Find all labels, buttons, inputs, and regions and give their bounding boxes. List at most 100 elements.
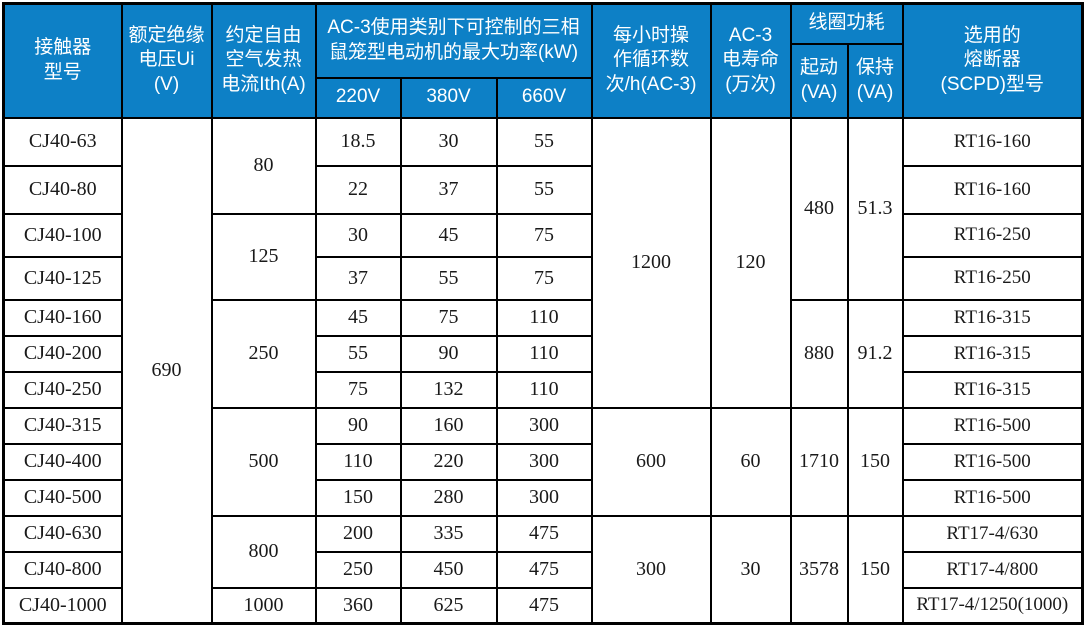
ui-voltage-cell: 690 bbox=[120, 116, 213, 625]
ith-cell: 1000 bbox=[210, 586, 317, 625]
fuse-cell: RT16-315 bbox=[901, 298, 1084, 337]
power-220v-cell: 45 bbox=[314, 298, 402, 337]
power-380v-cell: 160 bbox=[399, 406, 498, 445]
header-coil-consumption-group: 线圈功耗 bbox=[789, 2, 904, 45]
power-220v-cell: 250 bbox=[314, 550, 402, 589]
table-row: CJ40-63 690 80 18.5 30 55 1200 120 480 5… bbox=[2, 116, 1084, 625]
table-row: CJ40-250 75 132 110 RT16-315 bbox=[2, 370, 1084, 409]
life-cell: 60 bbox=[709, 406, 792, 517]
model-cell: CJ40-80 bbox=[2, 164, 123, 215]
power-660v-cell: 110 bbox=[495, 370, 593, 409]
power-220v-cell: 150 bbox=[314, 478, 402, 517]
life-cell: 30 bbox=[709, 514, 792, 625]
table-row: CJ40-80 22 37 55 RT16-160 bbox=[2, 164, 1084, 215]
header-thermal-current: 约定自由 空气发热 电流Ith(A) bbox=[210, 2, 317, 119]
fuse-cell: RT17-4/630 bbox=[901, 514, 1084, 553]
table-row: CJ40-630 800 200 335 475 300 30 3578 150… bbox=[2, 514, 1084, 625]
power-660v-cell: 110 bbox=[495, 298, 593, 337]
fuse-cell: RT17-4/1250(1000) bbox=[901, 586, 1084, 625]
model-cell: CJ40-800 bbox=[2, 550, 123, 589]
fuse-cell: RT16-250 bbox=[901, 212, 1084, 258]
coil-start-cell: 480 bbox=[789, 116, 849, 301]
power-220v-cell: 90 bbox=[314, 406, 402, 445]
coil-hold-cell: 51.3 bbox=[846, 116, 904, 301]
power-380v-cell: 90 bbox=[399, 334, 498, 373]
coil-hold-cell: 91.2 bbox=[846, 298, 904, 409]
power-380v-cell: 45 bbox=[399, 212, 498, 258]
table-row: CJ40-1000 1000 360 625 475 RT17-4/1250(1… bbox=[2, 586, 1084, 625]
header-insulation-voltage: 额定绝缘 电压Ui (V) bbox=[120, 2, 213, 119]
header-coil-hold: 保持 (VA) bbox=[846, 42, 904, 119]
model-cell: CJ40-63 bbox=[2, 116, 123, 167]
fuse-cell: RT16-315 bbox=[901, 334, 1084, 373]
header-coil-start: 起动 (VA) bbox=[789, 42, 849, 119]
fuse-cell: RT16-160 bbox=[901, 164, 1084, 215]
power-660v-cell: 475 bbox=[495, 586, 593, 625]
model-cell: CJ40-250 bbox=[2, 370, 123, 409]
header-fuse-type: 选用的 熔断器 (SCPD)型号 bbox=[901, 2, 1084, 119]
power-380v-cell: 132 bbox=[399, 370, 498, 409]
power-380v-cell: 37 bbox=[399, 164, 498, 215]
power-220v-cell: 22 bbox=[314, 164, 402, 215]
model-cell: CJ40-160 bbox=[2, 298, 123, 337]
power-380v-cell: 75 bbox=[399, 298, 498, 337]
model-cell: CJ40-500 bbox=[2, 478, 123, 517]
table-row: CJ40-125 37 55 75 RT16-250 bbox=[2, 255, 1084, 301]
model-cell: CJ40-1000 bbox=[2, 586, 123, 625]
power-660v-cell: 55 bbox=[495, 116, 593, 167]
header-max-power-group: AC-3使用类别下可控制的三相 鼠笼型电动机的最大功率(kW) bbox=[314, 2, 593, 79]
header-operating-cycles: 每小时操 作循环数 次/h(AC-3) bbox=[590, 2, 712, 119]
power-380v-cell: 335 bbox=[399, 514, 498, 553]
power-660v-cell: 475 bbox=[495, 550, 593, 589]
power-220v-cell: 55 bbox=[314, 334, 402, 373]
table-body: CJ40-63 690 80 18.5 30 55 1200 120 480 5… bbox=[2, 116, 1084, 625]
header-electrical-life: AC-3 电寿命 (万次) bbox=[709, 2, 792, 119]
power-380v-cell: 625 bbox=[399, 586, 498, 625]
power-660v-cell: 110 bbox=[495, 334, 593, 373]
model-cell: CJ40-400 bbox=[2, 442, 123, 481]
table-row: CJ40-200 55 90 110 RT16-315 bbox=[2, 334, 1084, 373]
power-220v-cell: 200 bbox=[314, 514, 402, 553]
ith-cell: 800 bbox=[210, 514, 317, 589]
life-cell: 120 bbox=[709, 116, 792, 409]
table-row: CJ40-400 110 220 300 RT16-500 bbox=[2, 442, 1084, 481]
power-660v-cell: 75 bbox=[495, 212, 593, 258]
fuse-cell: RT16-315 bbox=[901, 370, 1084, 409]
power-660v-cell: 300 bbox=[495, 442, 593, 481]
power-660v-cell: 300 bbox=[495, 478, 593, 517]
power-220v-cell: 360 bbox=[314, 586, 402, 625]
power-380v-cell: 220 bbox=[399, 442, 498, 481]
model-cell: CJ40-125 bbox=[2, 255, 123, 301]
model-cell: CJ40-100 bbox=[2, 212, 123, 258]
power-220v-cell: 110 bbox=[314, 442, 402, 481]
power-660v-cell: 475 bbox=[495, 514, 593, 553]
power-380v-cell: 55 bbox=[399, 255, 498, 301]
power-220v-cell: 18.5 bbox=[314, 116, 402, 167]
table-row: CJ40-500 150 280 300 RT16-500 bbox=[2, 478, 1084, 517]
fuse-cell: RT16-500 bbox=[901, 442, 1084, 481]
power-380v-cell: 450 bbox=[399, 550, 498, 589]
ith-cell: 80 bbox=[210, 116, 317, 215]
fuse-cell: RT16-160 bbox=[901, 116, 1084, 167]
model-cell: CJ40-200 bbox=[2, 334, 123, 373]
coil-hold-cell: 150 bbox=[846, 514, 904, 625]
header-660v: 660V bbox=[495, 76, 593, 119]
fuse-cell: RT16-250 bbox=[901, 255, 1084, 301]
power-380v-cell: 280 bbox=[399, 478, 498, 517]
table-row: CJ40-100 125 30 45 75 RT16-250 bbox=[2, 212, 1084, 301]
ops-cycles-cell: 300 bbox=[590, 514, 712, 625]
ith-cell: 125 bbox=[210, 212, 317, 301]
ops-cycles-cell: 600 bbox=[590, 406, 712, 517]
coil-start-cell: 3578 bbox=[789, 514, 849, 625]
ops-cycles-cell: 1200 bbox=[590, 116, 712, 409]
coil-start-cell: 1710 bbox=[789, 406, 849, 517]
power-220v-cell: 75 bbox=[314, 370, 402, 409]
coil-hold-cell: 150 bbox=[846, 406, 904, 517]
model-cell: CJ40-315 bbox=[2, 406, 123, 445]
coil-start-cell: 880 bbox=[789, 298, 849, 409]
fuse-cell: RT16-500 bbox=[901, 406, 1084, 445]
power-660v-cell: 55 bbox=[495, 164, 593, 215]
fuse-cell: RT16-500 bbox=[901, 478, 1084, 517]
